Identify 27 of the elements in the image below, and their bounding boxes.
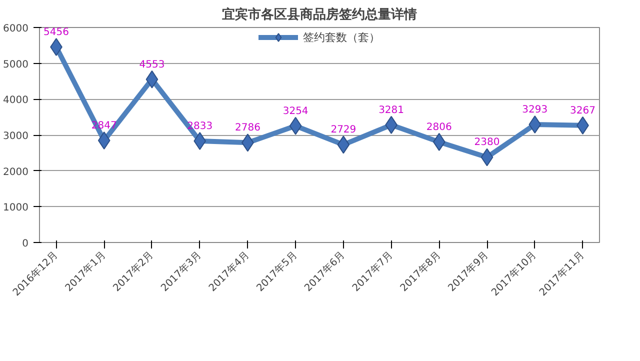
point <box>480 148 494 166</box>
data-label: 2729 <box>330 124 356 136</box>
y-tick-label: 2000 <box>3 166 29 178</box>
point <box>98 131 110 150</box>
data-label: 3254 <box>282 106 308 117</box>
y-tick-label: 5000 <box>3 59 29 70</box>
y-tick-label: 4000 <box>3 95 29 106</box>
y-tick-label: 0 <box>22 238 29 250</box>
data-label: 2786 <box>234 122 260 134</box>
point <box>146 70 158 88</box>
data-label: 3293 <box>522 104 548 116</box>
y-tick-label: 1000 <box>3 202 29 214</box>
y-tick-label: 6000 <box>3 24 29 34</box>
data-label: 5456 <box>44 26 69 38</box>
chart-title: 宜宾市各区县商品房签约总量详情 <box>222 6 417 22</box>
point <box>337 136 350 154</box>
data-label: 4553 <box>139 59 165 70</box>
legend-label: 签约套数（套） <box>303 30 380 44</box>
point <box>432 132 446 151</box>
point <box>194 132 206 150</box>
data-label: 2380 <box>474 137 500 148</box>
point <box>528 116 542 134</box>
data-label: 3267 <box>570 105 596 116</box>
data-label: 2806 <box>426 122 452 133</box>
point <box>289 116 302 135</box>
y-tick-label: 3000 <box>3 131 29 142</box>
data-label: 3281 <box>378 104 404 116</box>
